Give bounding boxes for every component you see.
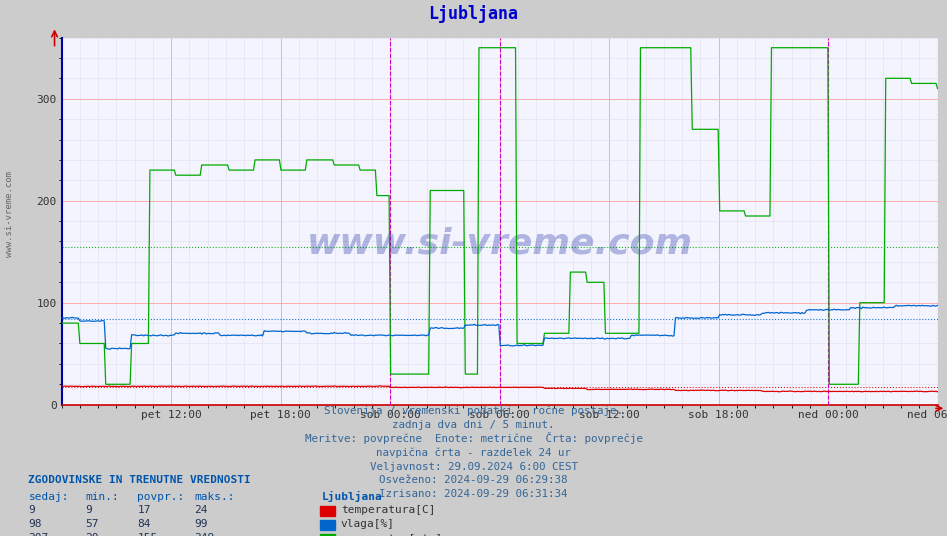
- Text: Slovenija / vremenski podatki - ročne postaje.: Slovenija / vremenski podatki - ročne po…: [324, 405, 623, 416]
- Text: navpična črta - razdelek 24 ur: navpična črta - razdelek 24 ur: [376, 447, 571, 458]
- Text: Veljavnost: 29.09.2024 6:00 CEST: Veljavnost: 29.09.2024 6:00 CEST: [369, 461, 578, 472]
- Text: www.si-vreme.com: www.si-vreme.com: [5, 172, 14, 257]
- Text: ZGODOVINSKE IN TRENUTNE VREDNOSTI: ZGODOVINSKE IN TRENUTNE VREDNOSTI: [28, 475, 251, 486]
- Text: 98: 98: [28, 519, 42, 530]
- Text: 155: 155: [137, 533, 157, 536]
- Text: Izrisano: 2024-09-29 06:31:34: Izrisano: 2024-09-29 06:31:34: [379, 489, 568, 500]
- Text: 99: 99: [194, 519, 207, 530]
- Text: zadnja dva dni / 5 minut.: zadnja dva dni / 5 minut.: [392, 420, 555, 430]
- Text: 57: 57: [85, 519, 98, 530]
- Text: sedaj:: sedaj:: [28, 492, 69, 502]
- Text: 20: 20: [85, 533, 98, 536]
- Text: Meritve: povprečne  Enote: metrične  Črta: povprečje: Meritve: povprečne Enote: metrične Črta:…: [305, 431, 642, 444]
- Text: 17: 17: [137, 505, 151, 516]
- Text: 9: 9: [85, 505, 92, 516]
- Text: 24: 24: [194, 505, 207, 516]
- Text: vlaga[%]: vlaga[%]: [341, 519, 395, 530]
- Text: 349: 349: [194, 533, 214, 536]
- Text: Ljubljana: Ljubljana: [428, 5, 519, 23]
- Text: smer vetra[st.]: smer vetra[st.]: [341, 533, 442, 536]
- Text: Osveženo: 2024-09-29 06:29:38: Osveženo: 2024-09-29 06:29:38: [379, 475, 568, 486]
- Text: maks.:: maks.:: [194, 492, 235, 502]
- Text: povpr.:: povpr.:: [137, 492, 185, 502]
- Text: min.:: min.:: [85, 492, 119, 502]
- Text: 9: 9: [28, 505, 35, 516]
- Text: 84: 84: [137, 519, 151, 530]
- Text: temperatura[C]: temperatura[C]: [341, 505, 436, 516]
- Text: www.si-vreme.com: www.si-vreme.com: [307, 226, 692, 260]
- Text: Ljubljana: Ljubljana: [322, 490, 383, 502]
- Text: 307: 307: [28, 533, 48, 536]
